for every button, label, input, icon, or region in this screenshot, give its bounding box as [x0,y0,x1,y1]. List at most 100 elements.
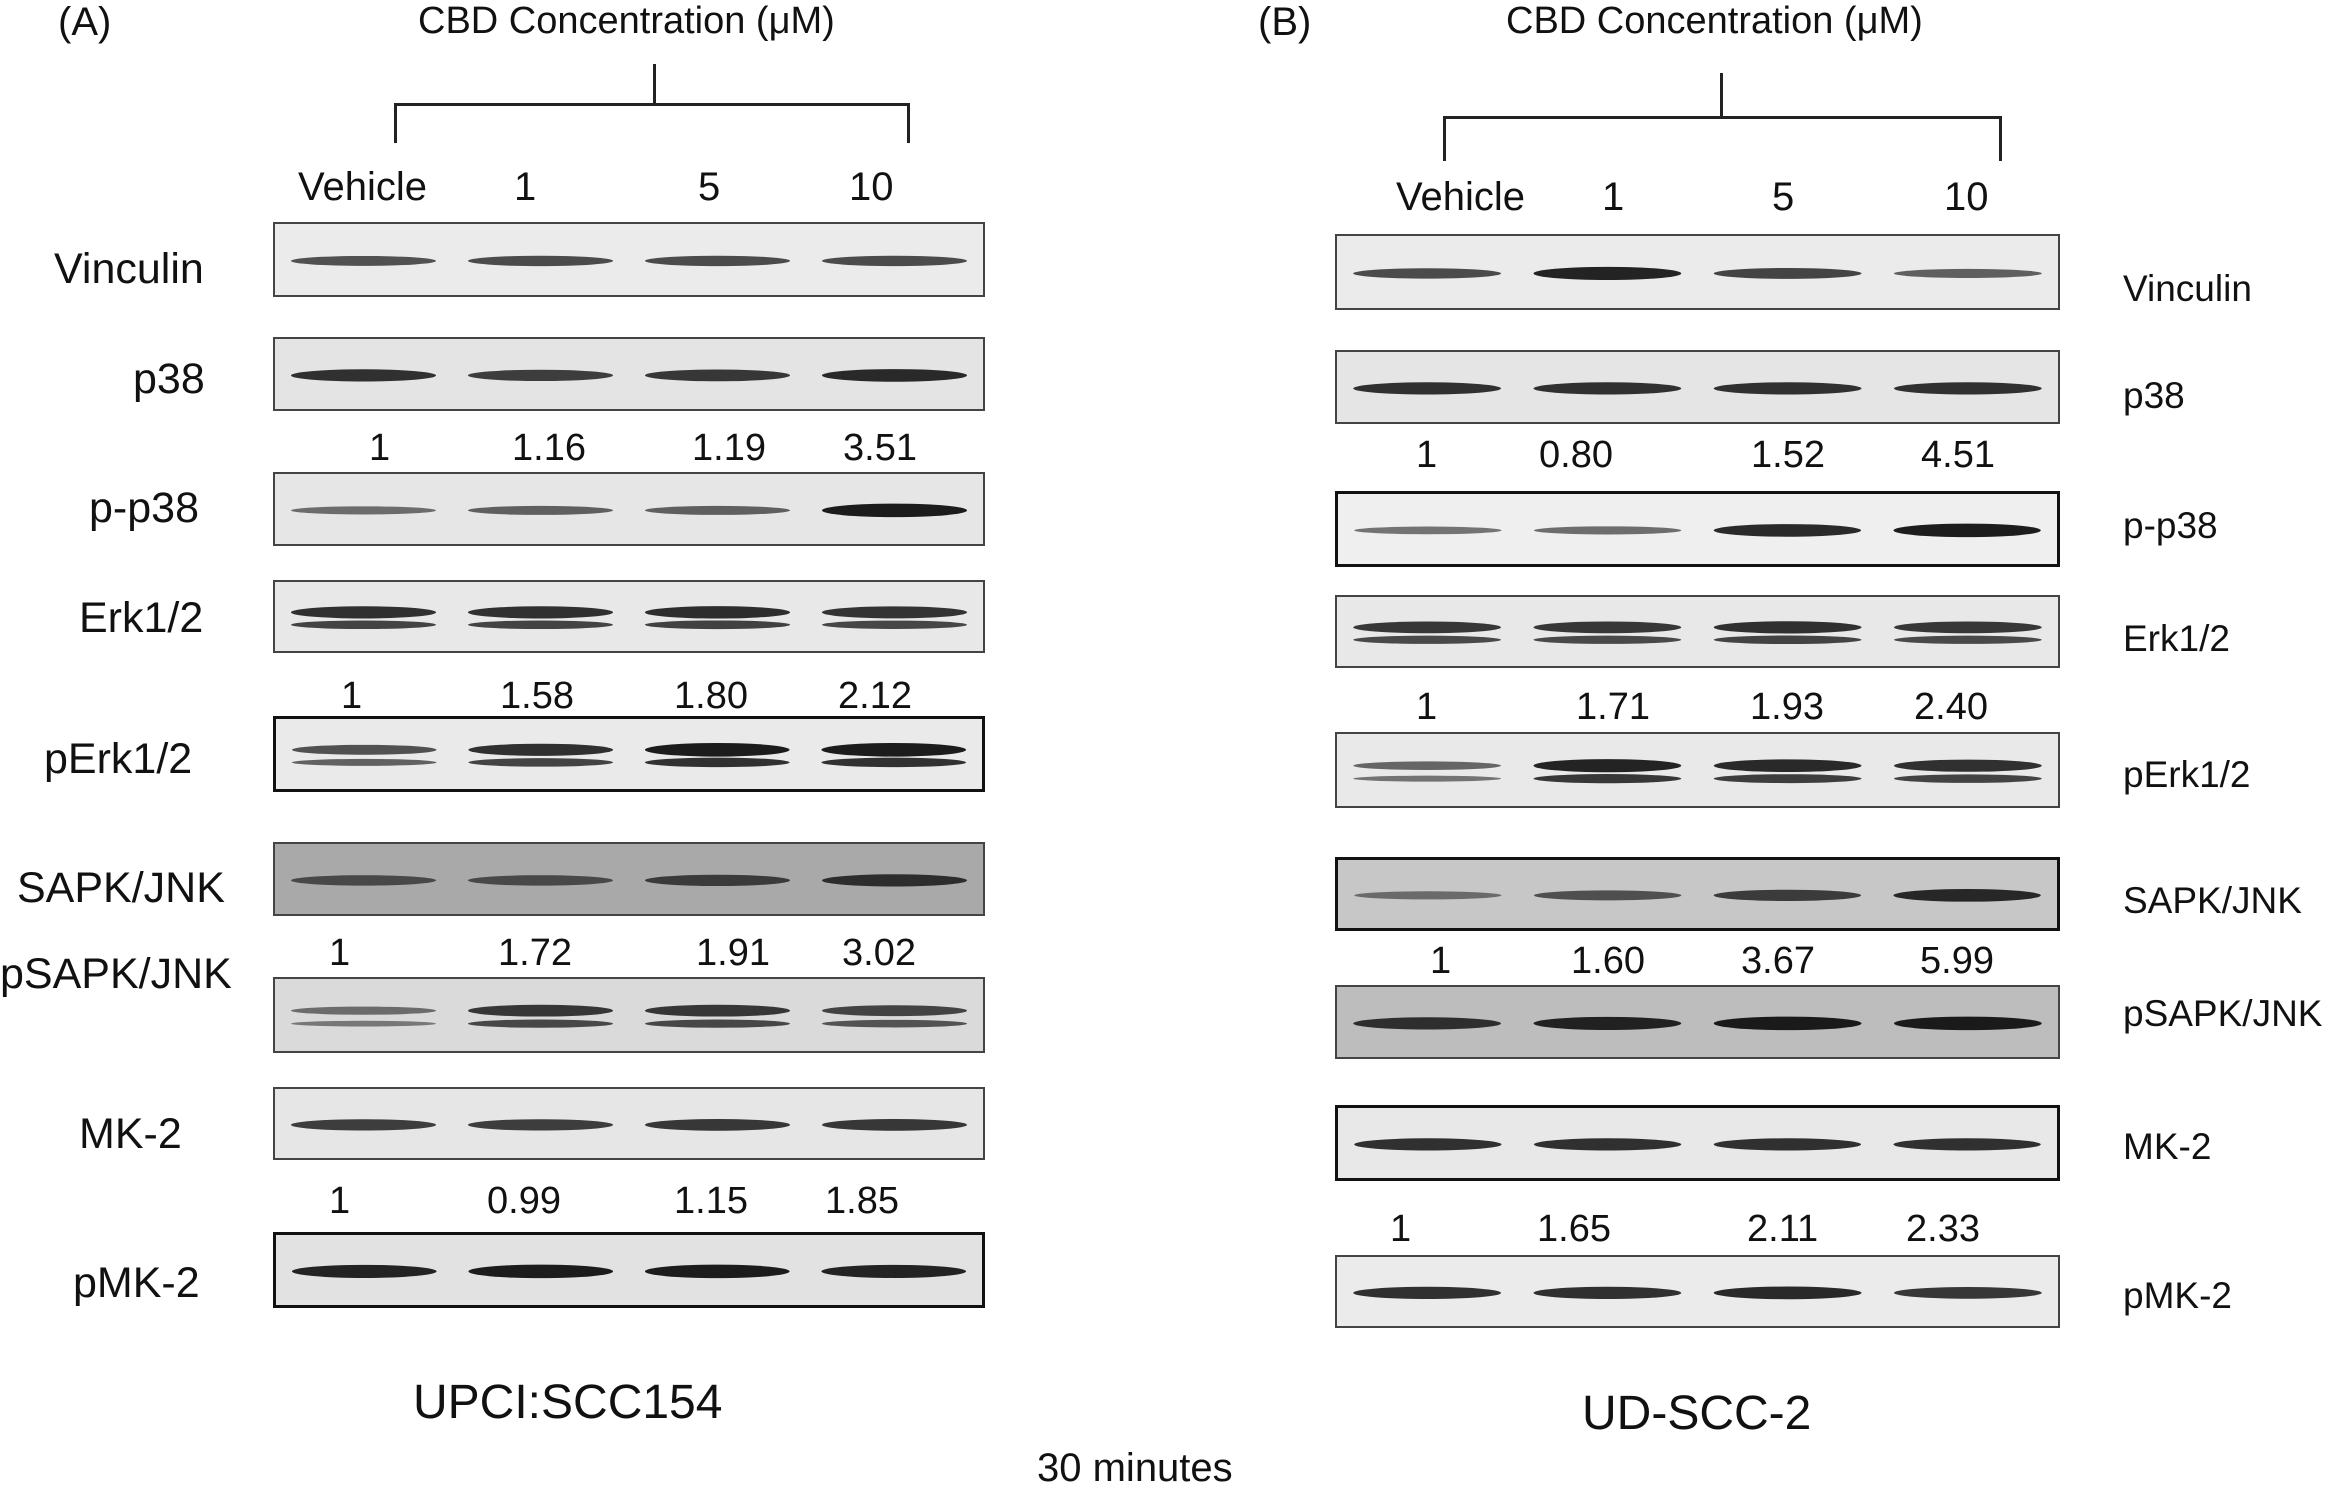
blot-band [467,620,614,630]
blot-band [644,505,791,515]
blot-band [821,874,968,887]
blot-band [1893,382,2042,395]
blot-bands [290,606,968,630]
blot-band [1533,1016,1682,1030]
panel-b-quant-pmk2-3: 2.11 [1747,1208,1819,1250]
panel-b-bracket-bar [1443,116,2002,119]
panel-b-lane-5: 5 [1772,175,1795,219]
panel-a-letter: (A) [58,0,112,44]
panel-b-blot-sapk [1335,857,2060,931]
panel-a-concentration-title: CBD Concentration (μM) [418,0,835,42]
blot-band [1893,889,2041,902]
panel-a-blot-erk [273,580,985,653]
panel-b-label-erk: Erk1/2 [2123,618,2230,659]
panel-a-label-erk: Erk1/2 [79,594,204,642]
panel-a-quant-perk-2: 1.58 [500,675,574,717]
blot-band [1533,635,1682,644]
blot-band [1893,635,2042,644]
panel-a-label-vinculin: Vinculin [54,245,204,293]
blot-band [821,503,968,518]
blot-band [821,757,967,768]
blot-bands [290,1004,968,1028]
blot-band [1893,621,2042,634]
panel-b-blot-vinculin [1335,234,2060,310]
panel-b-lane-1: 1 [1602,175,1625,219]
blot-band [644,1264,790,1279]
blot-band [644,255,791,267]
panel-b-label-pmk2: pMK-2 [2123,1275,2232,1316]
blot-band [1893,774,2042,783]
blot-band [644,874,791,887]
blot-band [467,606,614,619]
panel-b-quant-pp38-1: 1 [1416,434,1438,476]
blot-band [1353,268,1502,279]
blot-band [290,1119,437,1131]
blot-band [821,1005,968,1017]
footer-time-label: 30 minutes [1037,1446,1233,1490]
blot-band [290,606,437,619]
blot-band [1713,268,1862,279]
panel-b-quant-pp38-4: 4.51 [1921,434,1995,476]
panel-a-label-mk2: MK-2 [79,1110,182,1158]
blot-band [1533,621,1682,634]
panel-a-label-pmk2: pMK-2 [73,1259,200,1307]
blot-band [290,620,437,630]
panel-a-blot-pmk2 [273,1232,985,1308]
blot-band [1353,1017,1502,1030]
panel-a-quant-pmk2-2: 0.99 [487,1180,561,1222]
blot-band [467,369,614,382]
panel-b-quant-psapk-2: 1.60 [1571,940,1645,982]
blot-band [290,1006,437,1015]
panel-b-quant-perk-2: 1.71 [1576,686,1650,728]
blot-bands [1353,1016,2042,1031]
blot-band [1533,890,1682,901]
panel-a-bracket-right [907,103,910,143]
blot-band [1353,775,1502,782]
blot-band [467,505,614,515]
panel-b-label-mk2: MK-2 [2123,1126,2212,1167]
panel-a-bracket-left [394,103,397,143]
blot-bands [291,1264,967,1279]
panel-b-bracket-right [1999,116,2002,161]
blot-band [821,1019,968,1028]
panel-b-quant-perk-1: 1 [1416,686,1438,728]
panel-b-blot-mk2 [1335,1105,2060,1181]
blot-band [1713,759,1862,773]
panel-a-blot-vinculin [273,222,985,297]
panel-b-label-p-p38: p-p38 [2123,505,2218,546]
blot-band [468,1264,614,1279]
panel-b-label-psapk: pSAPK/JNK [2123,993,2323,1034]
panel-b-bracket-left [1443,116,1446,161]
blot-band [644,1119,791,1131]
panel-a-blot-mk2 [273,1087,985,1160]
blot-band [1893,1287,2042,1299]
blot-band [644,743,790,757]
blot-band [1713,1138,1862,1151]
blot-band [1713,1016,1862,1031]
blot-bands [1354,523,2041,538]
blot-band [1353,635,1502,644]
panel-b-cell-line: UD-SCC-2 [1582,1387,1812,1440]
panel-a-blot-psapk [273,977,985,1053]
panel-b-blot-pmk2 [1335,1255,2060,1328]
panel-a-lane-1: 1 [514,165,537,209]
panel-b-quant-psapk-3: 3.67 [1741,940,1815,982]
panel-a-quant-pp38-3: 1.19 [692,427,766,469]
blot-band [1353,1286,1502,1299]
panel-a-quant-pp38-4: 3.51 [843,427,917,469]
blot-band [644,606,791,619]
blot-bands [290,503,968,518]
blot-band [1353,382,1502,395]
blot-band [468,743,614,756]
panel-a-quant-psapk-3: 1.91 [696,932,770,974]
blot-band [1533,759,1682,773]
blot-band [821,606,968,619]
blot-band [1893,1138,2041,1151]
blot-band [1893,1016,2042,1031]
panel-b-quant-perk-4: 2.40 [1914,686,1988,728]
blot-band [1893,759,2042,772]
blot-band [1354,891,1502,900]
panel-b-quant-psapk-4: 5.99 [1920,940,1994,982]
blot-band [1533,1286,1682,1299]
blot-band [467,1004,614,1017]
